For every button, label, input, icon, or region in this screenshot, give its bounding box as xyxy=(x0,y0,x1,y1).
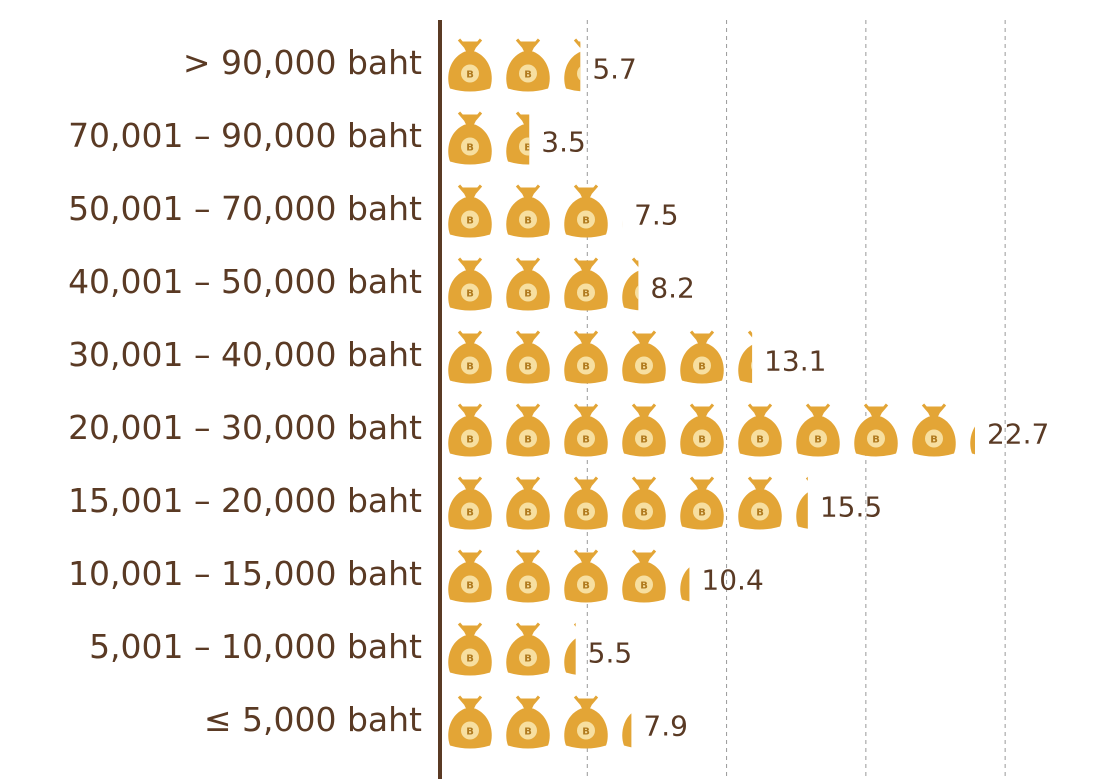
money-bag-icon xyxy=(504,184,552,239)
money-bag-icon xyxy=(562,695,610,750)
money-bag-icon xyxy=(562,184,610,239)
category-label: 40,001 – 50,000 baht xyxy=(68,262,422,301)
category-label: 70,001 – 90,000 baht xyxy=(68,116,422,155)
value-label: 5.7 xyxy=(592,53,637,86)
money-bag-icon xyxy=(448,549,494,604)
money-bag-icon xyxy=(678,476,726,531)
money-bag-icon xyxy=(448,476,494,531)
value-label: 5.5 xyxy=(588,637,633,670)
icon-bar xyxy=(448,330,753,385)
value-label: 10.4 xyxy=(701,564,763,597)
money-bag-icon xyxy=(504,476,552,531)
money-bag-icon xyxy=(562,257,610,312)
icon-bar xyxy=(448,38,581,93)
money-bag-icon xyxy=(448,38,494,93)
icon-bar xyxy=(448,111,530,166)
value-label: 22.7 xyxy=(987,418,1049,451)
money-bag-icon xyxy=(910,403,958,458)
money-bag-icon xyxy=(562,330,610,385)
value-label: 7.9 xyxy=(643,710,688,743)
money-bag-icon xyxy=(678,330,726,385)
icon-bar xyxy=(448,403,975,458)
money-bag-icon xyxy=(504,622,552,677)
icon-bar xyxy=(448,476,808,531)
money-bag-icon xyxy=(448,695,494,750)
value-label: 3.5 xyxy=(541,126,586,159)
money-bag-icon xyxy=(562,403,610,458)
money-bag-icon xyxy=(620,330,668,385)
money-bag-icon xyxy=(504,695,552,750)
money-bag-icon xyxy=(620,476,668,531)
money-bag-icon xyxy=(504,403,552,458)
category-label: ≤ 5,000 baht xyxy=(204,700,422,739)
category-label: 5,001 – 10,000 baht xyxy=(89,627,422,666)
value-label: 13.1 xyxy=(764,345,826,378)
money-bag-icon xyxy=(504,38,552,93)
money-bag-icon xyxy=(620,403,668,458)
icon-bar xyxy=(448,695,632,750)
money-bag-icon xyxy=(448,330,494,385)
value-label: 8.2 xyxy=(650,272,695,305)
value-label: 15.5 xyxy=(820,491,882,524)
money-bag-icon xyxy=(852,403,900,458)
money-bag-icon xyxy=(678,403,726,458)
money-bag-icon xyxy=(448,257,494,312)
category-label: 20,001 – 30,000 baht xyxy=(68,408,422,447)
money-bag-icon xyxy=(448,403,494,458)
category-label: 50,001 – 70,000 baht xyxy=(68,189,422,228)
money-bag-icon xyxy=(448,184,494,239)
category-label: 10,001 – 15,000 baht xyxy=(68,554,422,593)
category-label: 15,001 – 20,000 baht xyxy=(68,481,422,520)
category-label: 30,001 – 40,000 baht xyxy=(68,335,422,374)
money-bag-icon xyxy=(504,549,552,604)
icon-bar xyxy=(448,549,690,604)
money-bag-icon xyxy=(620,549,668,604)
money-bag-icon xyxy=(562,549,610,604)
icon-bar xyxy=(448,622,576,677)
value-label: 7.5 xyxy=(634,199,679,232)
money-bag-icon xyxy=(562,476,610,531)
money-bag-icon xyxy=(448,111,494,166)
money-bag-icon xyxy=(448,622,494,677)
icon-bar xyxy=(448,257,639,312)
money-bag-icon xyxy=(504,330,552,385)
money-bag-icon xyxy=(794,403,842,458)
money-bag-icon xyxy=(736,403,784,458)
category-label: > 90,000 baht xyxy=(183,43,422,82)
money-bag-icon xyxy=(736,476,784,531)
money-bag-icon xyxy=(504,257,552,312)
